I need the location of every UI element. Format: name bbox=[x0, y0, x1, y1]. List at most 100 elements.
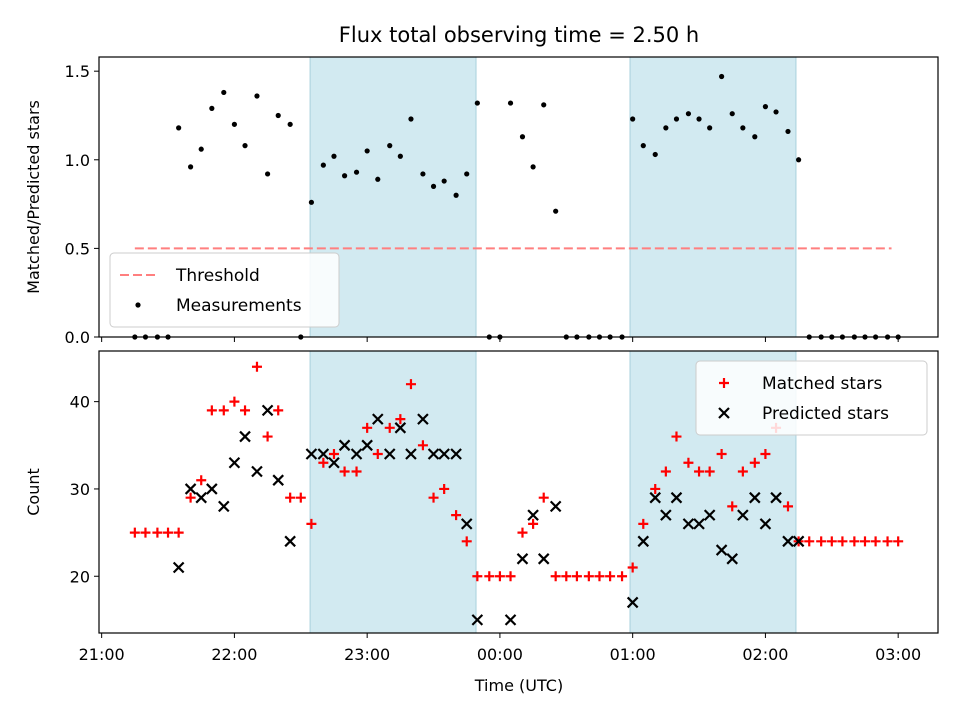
bottom-series-2-point bbox=[637, 535, 650, 548]
bottom-y-tick-label: 40 bbox=[70, 393, 90, 412]
bottom-series-2-point bbox=[537, 553, 550, 565]
bottom-legend-label: Predicted stars bbox=[762, 404, 889, 424]
bottom-series-2-point bbox=[516, 553, 529, 565]
top-series-1-point bbox=[773, 109, 779, 115]
bottom-series-1-point bbox=[339, 466, 350, 477]
bottom-y-tick-label: 20 bbox=[70, 567, 90, 586]
top-series-1-point bbox=[387, 143, 393, 149]
bottom-series-1-point bbox=[306, 518, 317, 529]
bottom-series-1-point bbox=[704, 466, 715, 477]
bottom-series-1-point bbox=[837, 536, 848, 547]
bottom-series-1-point bbox=[538, 492, 549, 503]
bottom-series-2-point bbox=[460, 518, 473, 530]
top-series-1-point bbox=[231, 121, 238, 127]
bottom-series-2-point bbox=[450, 448, 462, 460]
bottom-series-1-point bbox=[251, 361, 262, 372]
bottom-series-1-point bbox=[185, 492, 196, 503]
bottom-series-2-point bbox=[726, 553, 739, 565]
top-series-1-point bbox=[719, 73, 725, 80]
top-legend: Threshold Measurements bbox=[109, 252, 340, 328]
top-series-1-point bbox=[408, 116, 414, 122]
x-tick-label: 22:00 bbox=[211, 645, 257, 664]
bottom-series-1-point bbox=[140, 527, 151, 538]
top-series-1-point bbox=[652, 151, 658, 158]
bottom-series-1-point bbox=[129, 527, 140, 538]
x-tick-label: 02:00 bbox=[742, 645, 788, 664]
bottom-series-2-point bbox=[350, 448, 363, 460]
top-series-1-point bbox=[673, 116, 680, 122]
bottom-series-2-point bbox=[218, 500, 230, 513]
top-series-1-point bbox=[287, 121, 293, 127]
top-series-1-point bbox=[553, 208, 559, 214]
top-legend-marker bbox=[135, 302, 141, 308]
top-series-1-point bbox=[176, 125, 182, 131]
bottom-series-1-point bbox=[683, 457, 694, 468]
bottom-series-1-point bbox=[617, 571, 628, 582]
top-y-tick-label: 0.0 bbox=[65, 328, 90, 347]
bottom-series-1-point bbox=[737, 466, 748, 477]
bottom-series-1-point bbox=[571, 571, 582, 582]
bottom-series-1-point bbox=[461, 536, 472, 547]
top-series-1-point bbox=[464, 171, 470, 177]
bottom-series-2-point bbox=[261, 404, 274, 417]
bottom-series-2-point bbox=[372, 413, 384, 425]
bottom-series-1-point bbox=[694, 466, 705, 477]
bottom-legend-marker bbox=[718, 407, 730, 419]
bottom-series-1-point bbox=[362, 422, 373, 433]
top-axes-frame bbox=[98, 56, 939, 338]
top-series-1-point bbox=[264, 171, 271, 177]
top-series-1-point bbox=[397, 153, 403, 159]
bottom-series-1-point bbox=[859, 536, 870, 547]
bottom-series-1-point bbox=[451, 510, 462, 521]
bottom-y-axis-label: Count bbox=[24, 468, 43, 516]
bottom-series-2-point bbox=[251, 465, 263, 478]
bottom-series-2-point bbox=[626, 596, 639, 609]
bottom-series-1-point bbox=[528, 518, 539, 529]
bottom-legend-marker bbox=[719, 378, 729, 388]
bottom-series-1-point bbox=[218, 405, 229, 416]
top-series-1-point bbox=[453, 192, 459, 198]
bottom-series-2-point bbox=[682, 518, 695, 530]
x-tick-label: 21:00 bbox=[79, 645, 125, 664]
bottom-series-2-point bbox=[693, 518, 705, 530]
bottom-series-2-point bbox=[649, 491, 662, 504]
bottom-series-1-point bbox=[638, 518, 649, 529]
bottom-series-2-point bbox=[284, 535, 296, 548]
bottom-series-1-point bbox=[384, 422, 395, 433]
bottom-legend: Matched stars Predicted stars bbox=[695, 360, 928, 436]
top-series-1-point bbox=[364, 148, 370, 154]
bottom-series-2 bbox=[172, 404, 805, 626]
bottom-series-2-point bbox=[703, 509, 716, 521]
top-series-1-point bbox=[541, 102, 547, 108]
bottom-series-1-point bbox=[561, 571, 572, 582]
top-series-1-point bbox=[752, 134, 758, 140]
bottom-series-1-point bbox=[484, 571, 495, 582]
top-series-1-point bbox=[685, 111, 692, 117]
bottom-series-2-point bbox=[427, 448, 440, 460]
bottom-series-1-point bbox=[318, 457, 329, 468]
bottom-series-2-point bbox=[417, 413, 429, 425]
top-y-axis-label: Matched/Predicted stars bbox=[24, 100, 43, 294]
top-series-1-point bbox=[209, 105, 215, 111]
bottom-series-1-point bbox=[328, 449, 339, 460]
bottom-series-2-point bbox=[172, 561, 185, 574]
bottom-series-1-point bbox=[505, 571, 516, 582]
bottom-series-2-point bbox=[770, 491, 782, 504]
bottom-series-1-point bbox=[550, 571, 561, 582]
bottom-series-2-point bbox=[206, 483, 218, 495]
bottom-series-1-point bbox=[196, 475, 207, 486]
bottom-series-2-point bbox=[405, 448, 417, 460]
bottom-series-1-point bbox=[206, 405, 217, 416]
top-series-1-point bbox=[187, 164, 194, 170]
bottom-series-1 bbox=[129, 361, 904, 582]
bottom-series-1-point bbox=[605, 571, 616, 582]
top-y-tick-label: 1.0 bbox=[65, 151, 90, 170]
bottom-series-2-point bbox=[195, 491, 207, 504]
chart-title: Flux total observing time = 2.50 h bbox=[339, 23, 699, 47]
top-series-1-point bbox=[519, 134, 526, 140]
bottom-series-1-point bbox=[727, 501, 738, 512]
bottom-series-1-point bbox=[594, 571, 605, 582]
bottom-series-2-point bbox=[759, 518, 772, 530]
top-series-1-point bbox=[254, 93, 260, 99]
bottom-series-2-point bbox=[228, 456, 241, 469]
